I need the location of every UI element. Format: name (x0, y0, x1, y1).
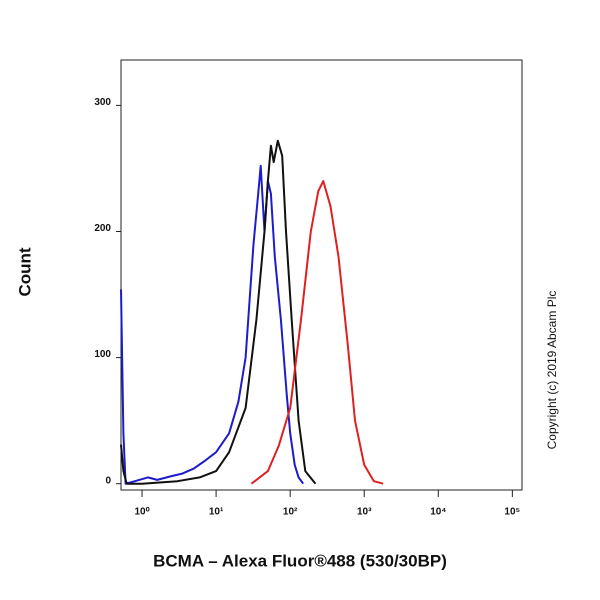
x-tick-label: 10³ (357, 507, 372, 518)
y-tick-label: 0 (105, 475, 111, 486)
x-tick-label: 10⁰ (134, 507, 149, 518)
y-tick-label: 100 (94, 349, 111, 360)
y-tick-label: 200 (94, 223, 111, 234)
series-line (120, 139, 317, 485)
y-axis-label: Count (15, 247, 34, 296)
series-line (250, 180, 384, 485)
x-tick-label: 10¹ (209, 507, 224, 518)
x-tick-label: 10⁴ (430, 507, 446, 518)
copyright: Copyright (c) 2019 Abcam Plc (545, 291, 559, 450)
series-line (120, 164, 305, 485)
x-axis-label: BCMA – Alexa Fluor®488 (530/30BP) (153, 551, 447, 570)
x-tick-label: 10⁵ (504, 507, 520, 518)
y-tick-label: 300 (94, 97, 111, 108)
plot-frame (120, 59, 523, 491)
x-tick-label: 10² (283, 507, 298, 518)
